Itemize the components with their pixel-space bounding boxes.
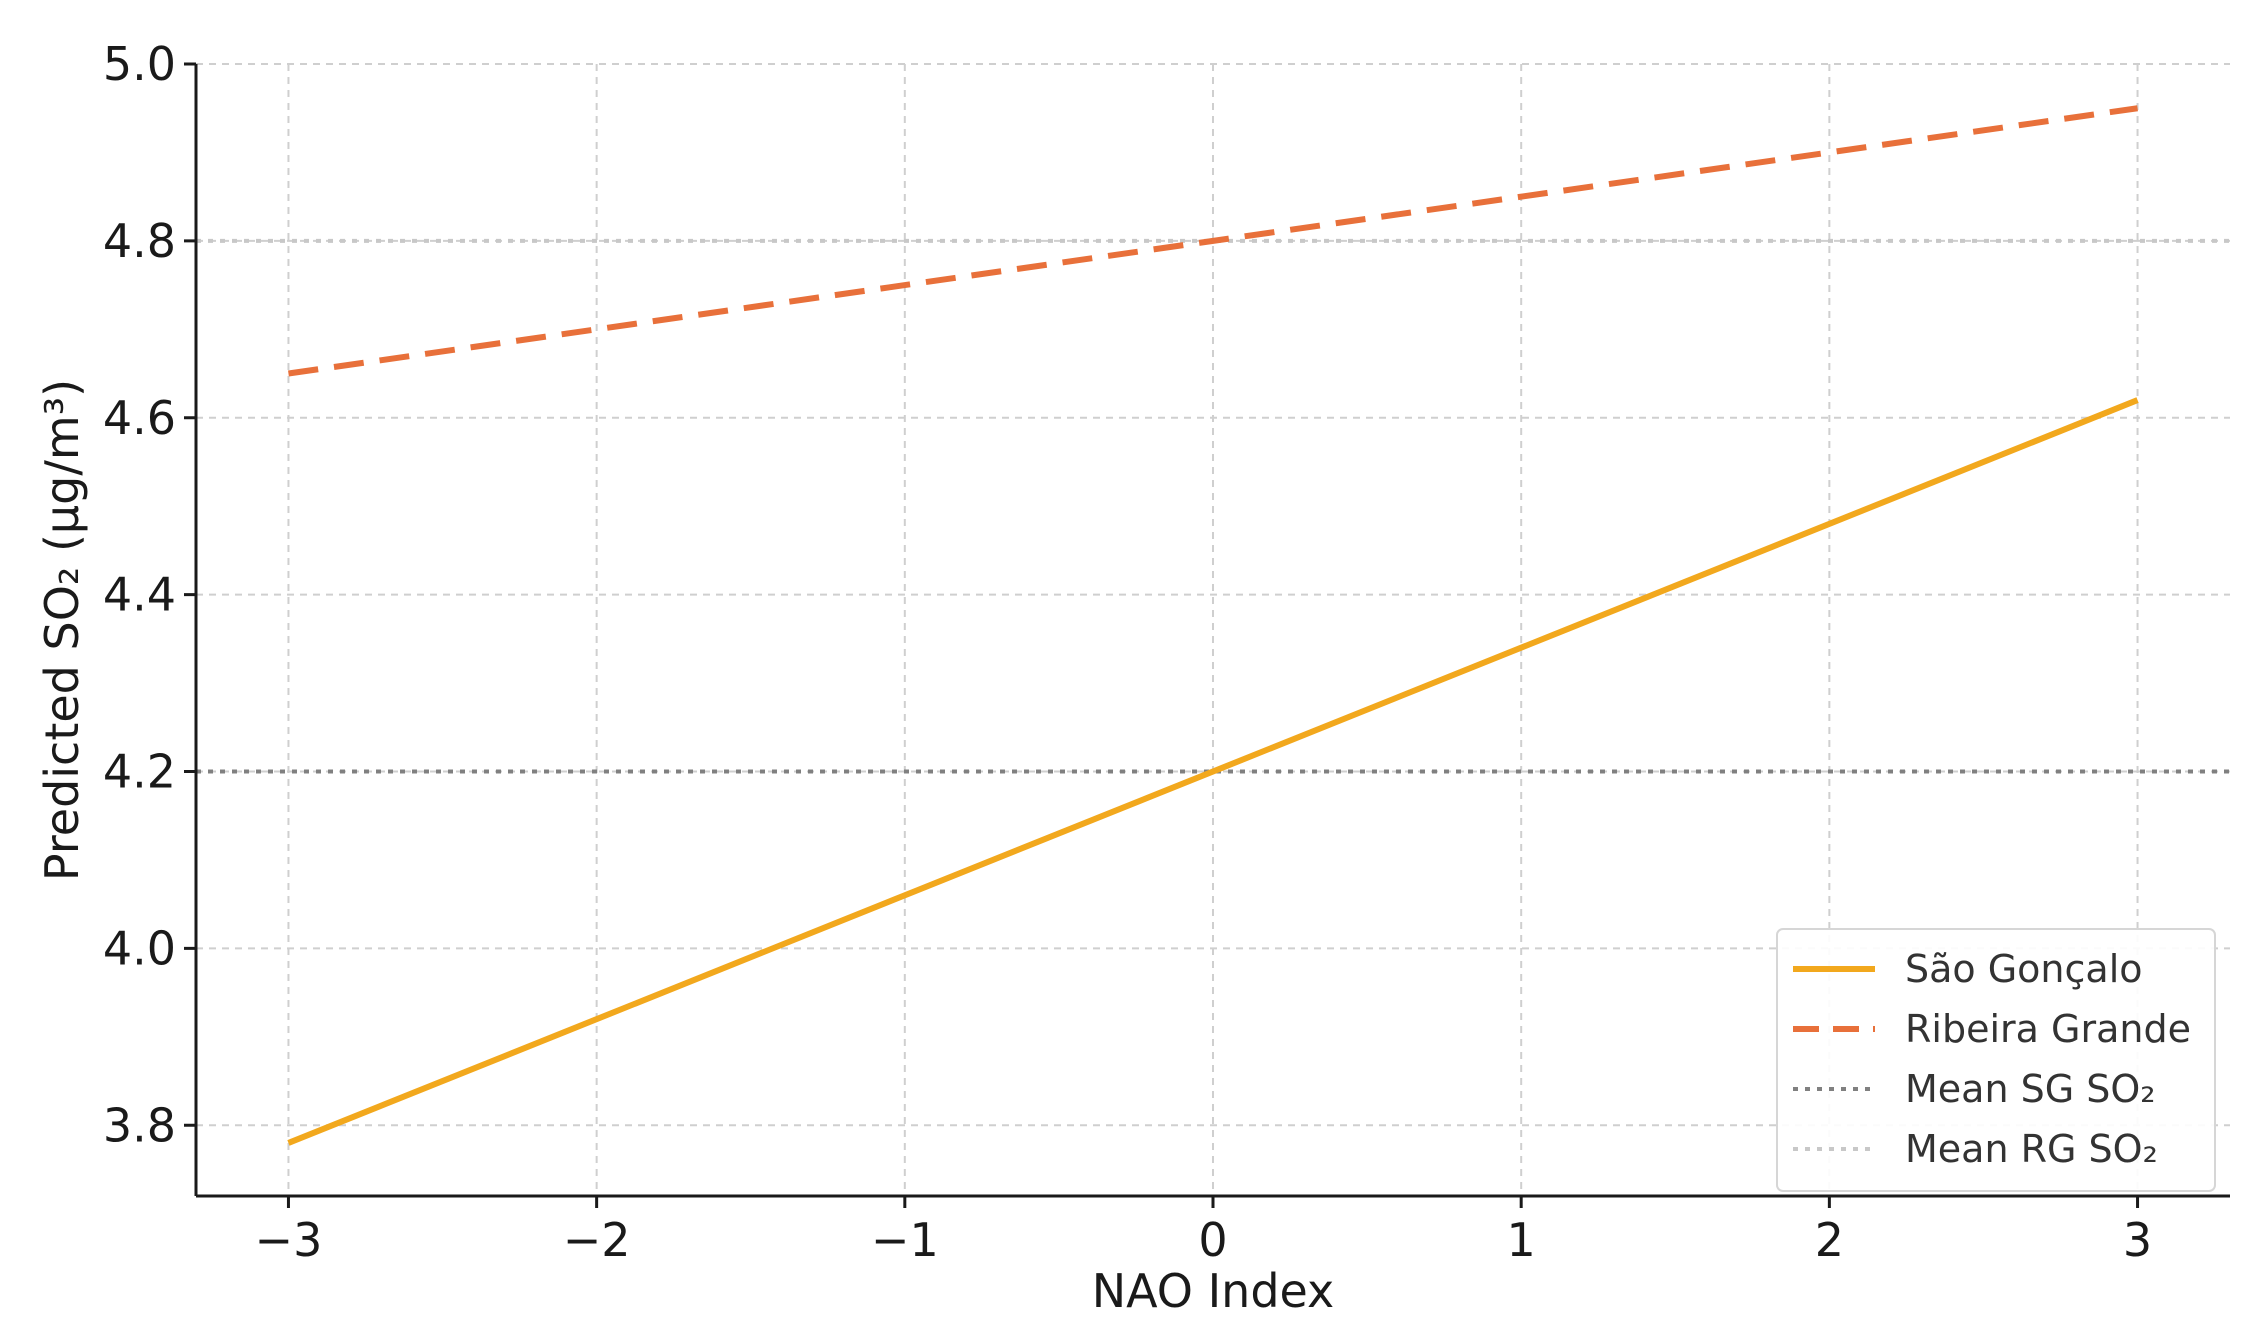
y-tick-label: 4.6 xyxy=(103,391,176,445)
x-tick-label: 1 xyxy=(1507,1213,1536,1267)
x-axis-label: NAO Index xyxy=(1092,1264,1335,1318)
y-axis-label: Predicted SO₂ (µg/m³) xyxy=(35,379,89,881)
x-tick-label: −3 xyxy=(255,1213,323,1267)
y-tick-label: 3.8 xyxy=(103,1098,176,1152)
y-tick-label: 4.0 xyxy=(103,921,176,975)
legend-label: Mean RG SO₂ xyxy=(1905,1127,2158,1171)
legend-label: São Gonçalo xyxy=(1905,947,2143,991)
series-line-ribeira-grande xyxy=(288,105,2138,377)
x-tick-label: −1 xyxy=(871,1213,939,1267)
y-tick-label: 4.4 xyxy=(103,568,176,622)
tick-labels: −3 −2 −1 0 1 2 3 3.8 4.0 4.2 4.4 4.6 4.8 5.0 xyxy=(103,37,2152,1267)
x-tick-label: 0 xyxy=(1198,1213,1227,1267)
y-tick-label: 5.0 xyxy=(103,37,176,91)
series-lines xyxy=(287,105,2139,1146)
legend-box xyxy=(1776,928,2216,1192)
axes xyxy=(184,62,2230,1208)
x-tick-label: 3 xyxy=(2123,1213,2152,1267)
x-tick-label: −2 xyxy=(563,1213,631,1267)
mean-lines xyxy=(196,238,2230,774)
y-tick-label: 4.8 xyxy=(103,214,176,268)
series-line-s-o-gon-alo xyxy=(287,397,2139,1146)
legend: São Gonçalo Ribeira Grande Mean SG SO₂ Mean… xyxy=(1776,928,2216,1192)
y-tick-label: 4.2 xyxy=(103,745,176,799)
legend-label: Mean SG SO₂ xyxy=(1905,1067,2156,1111)
legend-label: Ribeira Grande xyxy=(1905,1007,2191,1051)
x-tick-label: 2 xyxy=(1815,1213,1844,1267)
